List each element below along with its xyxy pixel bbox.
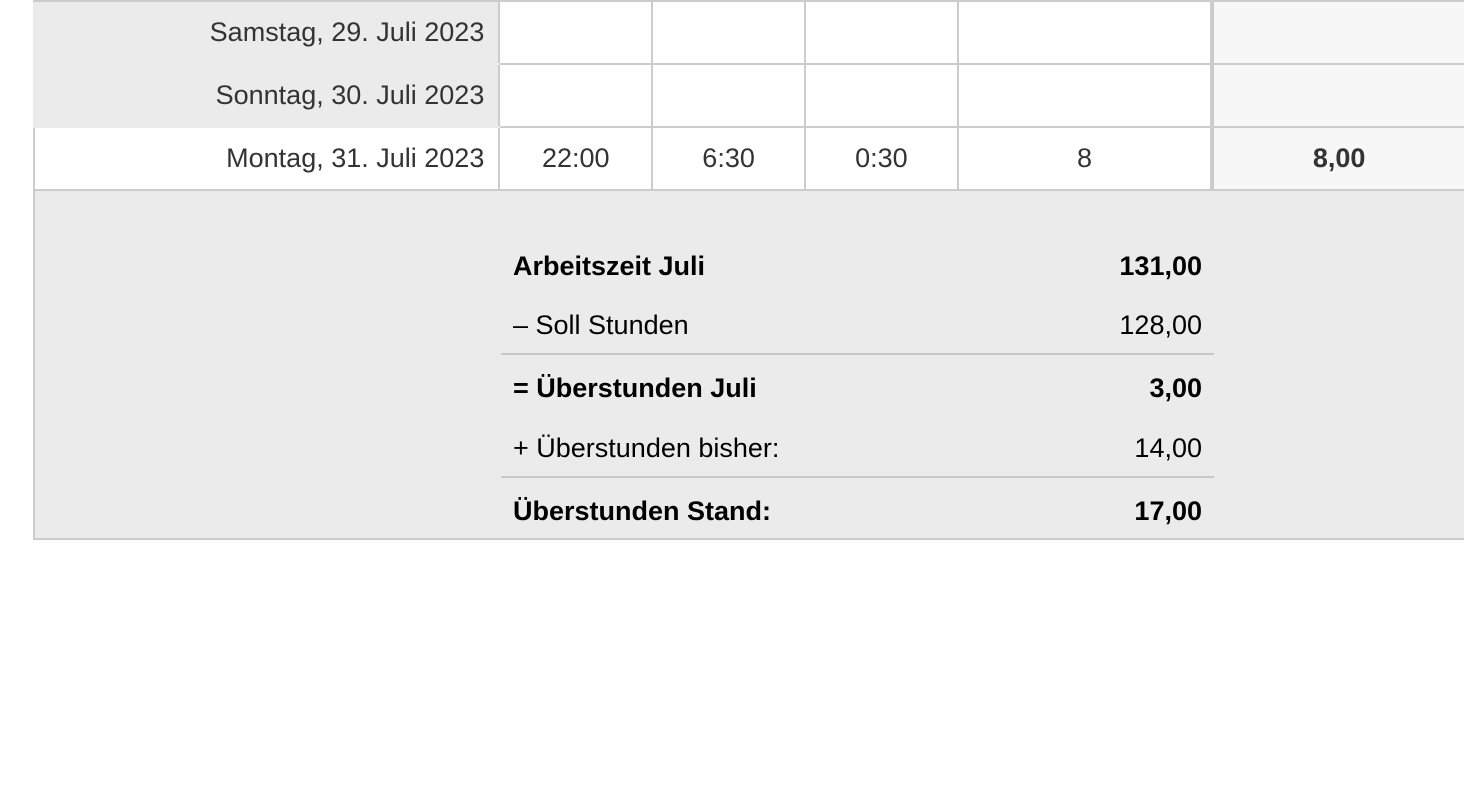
overtime-total-value: 17,00 [1134,495,1202,526]
start-cell[interactable] [498,0,654,65]
worked-hours-row: Arbeitszeit Juli 131,00 [501,237,1214,295]
monthly-summary: Arbeitszeit Juli 131,00 – Soll Stunden 1… [35,191,1464,538]
table-row: Sonntag, 30. Juli 2023 [33,63,1464,128]
divider [501,353,1214,355]
pause-cell[interactable] [803,63,959,128]
divider [501,476,1214,478]
overtime-previous-label: + Überstunden bisher: [513,432,780,463]
worked-hours-value: 131,00 [1119,250,1202,281]
end-cell[interactable]: 6:30 [651,126,806,191]
overtime-month-row: = Überstunden Juli 3,00 [501,359,1214,417]
date-cell: Samstag, 29. Juli 2023 [33,0,501,65]
pause-cell[interactable] [803,0,959,65]
end-cell[interactable] [651,0,806,65]
overtime-previous-row: + Überstunden bisher: 14,00 [501,419,1214,477]
total-cell [1210,0,1464,65]
hours-cell[interactable] [956,0,1214,65]
worked-hours-label: Arbeitszeit Juli [513,250,706,281]
timesheet-container [33,0,1464,540]
date-cell: Montag, 31. Juli 2023 [33,127,501,191]
overtime-previous-value: 14,00 [1134,432,1202,463]
start-cell[interactable]: 22:00 [498,126,654,191]
overtime-total-row: Überstunden Stand: 17,00 [501,482,1214,540]
table-row: Samstag, 29. Juli 2023 [33,0,1464,65]
overtime-month-label: = Überstunden Juli [513,372,757,403]
overtime-month-value: 3,00 [1149,372,1202,403]
days-table: Samstag, 29. Juli 2023 Sonntag, 30. Juli… [33,0,1464,191]
target-hours-label: – Soll Stunden [513,309,689,340]
hours-cell[interactable]: 8 [956,126,1214,191]
target-hours-row: – Soll Stunden 128,00 [501,296,1214,354]
overtime-total-label: Überstunden Stand: [513,495,772,526]
total-cell: 8,00 [1210,126,1464,191]
table-row: Montag, 31. Juli 2023 22:00 6:30 0:30 8 … [33,126,1464,191]
start-cell[interactable] [498,63,654,128]
end-cell[interactable] [651,63,806,128]
total-cell [1210,63,1464,128]
date-cell: Sonntag, 30. Juli 2023 [33,64,501,128]
pause-cell[interactable]: 0:30 [803,126,959,191]
hours-cell[interactable] [956,63,1214,128]
target-hours-value: 128,00 [1119,309,1202,340]
